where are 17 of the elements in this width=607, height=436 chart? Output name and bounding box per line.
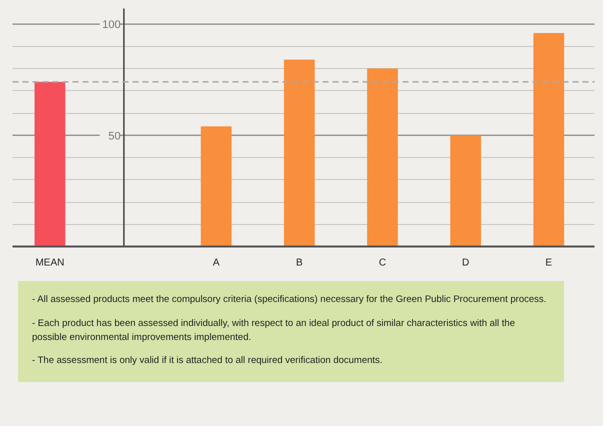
text: - Each product has been assessed individually, with respect to an ideal product of similar characteristics with all the possible environmental improvements implemented.: [32, 316, 516, 344]
x-tick-label: A: [212, 258, 220, 268]
bar: [284, 60, 315, 246]
bar: [533, 32, 564, 246]
text: - The assessment is only valid if it is attached to all required verification documents.: [32, 354, 384, 368]
bar: [34, 82, 66, 246]
text: - All assessed products meet the compulsory criteria (specifications) necessary for the Green Public Procurement process.: [32, 293, 548, 307]
x-tick-label: C: [378, 258, 386, 268]
bar: [450, 135, 482, 246]
x-tick-label: D: [462, 258, 470, 268]
x-tick-label: B: [296, 258, 304, 268]
bar: [200, 126, 232, 246]
x-tick-label: MEAN: [35, 258, 64, 268]
y-tick-label: 100: [102, 19, 121, 32]
y-tick-label: 50: [108, 130, 121, 142]
x-tick-label: E: [545, 258, 552, 268]
bar: [367, 68, 398, 246]
